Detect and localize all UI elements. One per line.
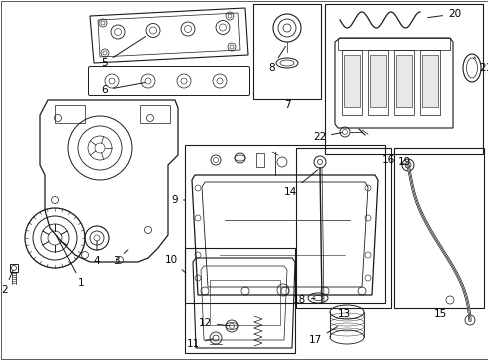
Text: 14: 14 xyxy=(283,170,317,197)
Bar xyxy=(184,145,384,303)
Bar xyxy=(395,55,411,107)
Text: 6: 6 xyxy=(101,82,145,95)
Text: 2: 2 xyxy=(1,271,13,295)
Text: 19: 19 xyxy=(397,157,410,167)
Text: 18: 18 xyxy=(292,295,315,305)
Bar xyxy=(421,55,437,107)
Bar xyxy=(295,148,390,308)
Text: 17: 17 xyxy=(308,327,337,345)
Bar xyxy=(337,38,449,50)
Text: 9: 9 xyxy=(171,195,185,205)
Text: 15: 15 xyxy=(432,309,446,319)
Bar xyxy=(256,153,264,167)
Bar xyxy=(10,264,18,272)
Text: 20: 20 xyxy=(427,9,460,19)
Text: 10: 10 xyxy=(164,255,185,273)
Bar xyxy=(369,55,385,107)
Text: 1: 1 xyxy=(56,235,84,288)
Text: 3: 3 xyxy=(112,250,128,266)
Bar xyxy=(140,105,170,123)
Text: 7: 7 xyxy=(283,100,290,110)
Bar xyxy=(393,148,483,308)
Text: 4: 4 xyxy=(94,241,100,266)
Bar xyxy=(252,4,320,99)
Text: 22: 22 xyxy=(312,132,342,142)
Bar xyxy=(184,248,294,353)
Bar xyxy=(343,55,359,107)
Text: 16: 16 xyxy=(381,155,405,165)
Text: 8: 8 xyxy=(268,46,285,73)
Text: 13: 13 xyxy=(337,309,350,319)
Text: 21: 21 xyxy=(473,57,488,73)
Bar xyxy=(209,280,280,325)
Text: 11: 11 xyxy=(186,339,213,349)
Text: 5: 5 xyxy=(101,36,145,68)
Bar xyxy=(55,105,85,123)
Bar xyxy=(325,4,482,154)
Text: 12: 12 xyxy=(198,318,229,328)
